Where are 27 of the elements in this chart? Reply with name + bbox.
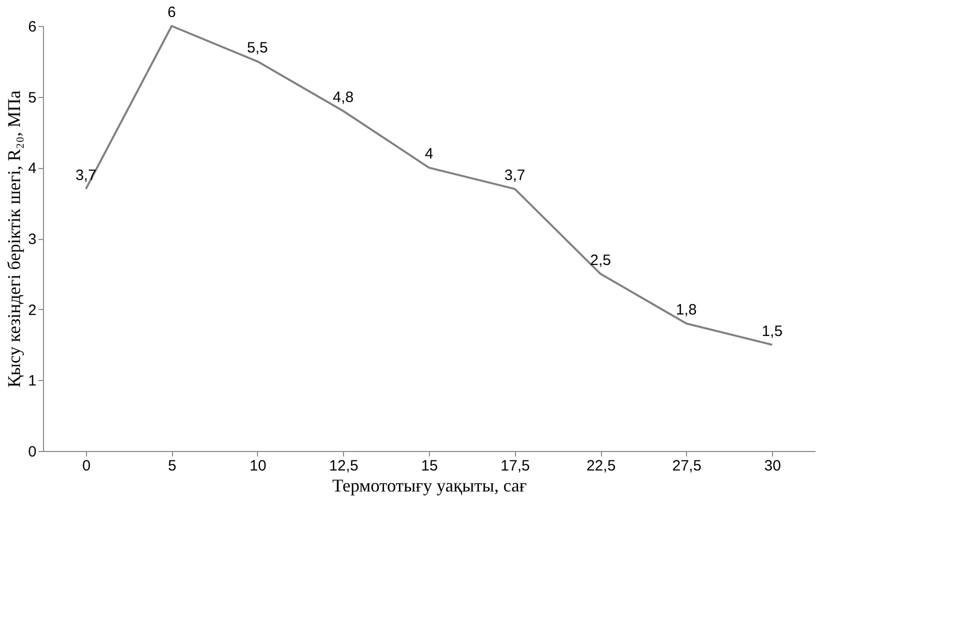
x-tick-label: 0: [82, 458, 91, 474]
x-tick-label: 27,5: [672, 458, 702, 474]
y-axis-title: Қысу кезіндегі беріктік шегі, R₂₀, МПа: [4, 90, 24, 388]
data-label: 2,5: [590, 252, 611, 269]
x-tick-label: 30: [764, 458, 781, 474]
x-tick-label: 10: [250, 458, 266, 474]
y-tick-label: 5: [28, 89, 36, 106]
x-axis-title: Термототығу уақыты, сағ: [332, 476, 527, 496]
x-tick-label: 17,5: [500, 458, 530, 474]
y-tick-label: 2: [28, 302, 36, 319]
data-label: 6: [167, 4, 176, 21]
x-tick-label: 12,5: [329, 458, 358, 474]
data-label: 4: [424, 146, 434, 163]
y-tick-label: 6: [28, 18, 36, 36]
data-label: 1,5: [762, 322, 783, 340]
data-label: 4,8: [332, 89, 354, 106]
data-label: 5,5: [247, 39, 268, 56]
y-tick-label: 4: [28, 160, 36, 178]
y-tick-label: 0: [28, 444, 36, 460]
data-label: 3,7: [504, 166, 526, 184]
x-tick-label: 22,5: [586, 458, 616, 474]
x-tick-label: 5: [168, 458, 176, 474]
data-label: 1,8: [676, 302, 697, 318]
data-label: 3,7: [75, 166, 96, 184]
x-tick-label: 15: [421, 458, 438, 474]
y-tick-label: 1: [28, 372, 36, 390]
y-tick-label: 3: [28, 231, 36, 248]
